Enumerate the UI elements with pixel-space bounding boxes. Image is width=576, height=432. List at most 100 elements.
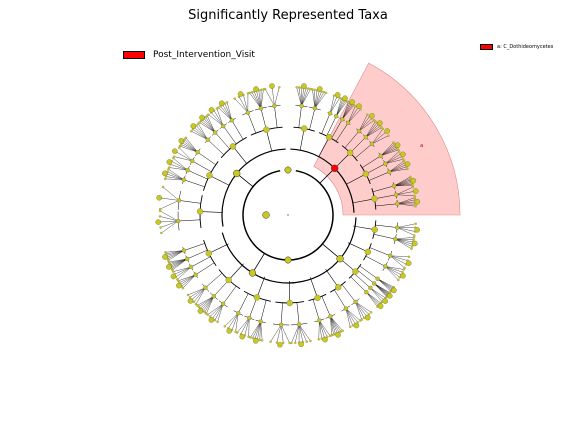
- genus-node: [369, 113, 375, 119]
- class-branch: [322, 243, 341, 260]
- leaf-branch: [161, 220, 179, 234]
- leaf-node: [338, 96, 341, 100]
- genus-node: [412, 240, 418, 247]
- family-node: [387, 169, 392, 175]
- leaf-branch: [394, 179, 412, 187]
- leaf-node: [413, 234, 416, 237]
- leaf-node: [305, 340, 308, 343]
- family-branch: [222, 285, 237, 304]
- genus-node: [322, 336, 328, 343]
- clade-legend: a: C_Dothideomycetes: [480, 44, 553, 50]
- leaf-branch: [259, 321, 261, 340]
- leaf-node: [203, 311, 206, 314]
- genus-node: [199, 114, 205, 121]
- leaf-branch: [370, 287, 386, 299]
- leaf-branch: [198, 123, 208, 140]
- leaf-node: [414, 205, 417, 208]
- order-node: [253, 294, 261, 301]
- leaf-node: [236, 331, 239, 334]
- leaf-branch: [395, 238, 413, 245]
- genus-node: [187, 298, 194, 304]
- leaf-branch: [345, 308, 351, 327]
- family-branch: [354, 143, 373, 159]
- leaf-branch: [200, 120, 216, 133]
- leaf-node: [313, 88, 316, 92]
- family-node: [395, 201, 400, 206]
- genus-node: [377, 303, 384, 309]
- leaf-branch: [385, 151, 400, 164]
- leaf-node: [197, 122, 200, 125]
- highlight-clade-letter: a: [420, 143, 423, 149]
- family-node: [258, 319, 263, 324]
- family-node: [312, 106, 318, 111]
- leaf-branch: [355, 301, 367, 317]
- leaf-branch: [355, 301, 365, 318]
- leaf-node: [369, 311, 373, 314]
- family-branch: [365, 255, 386, 267]
- genus-node: [414, 198, 421, 205]
- family-branch: [334, 289, 347, 309]
- class-branch: [252, 253, 265, 274]
- leaf-node: [397, 278, 400, 282]
- leaf-node: [188, 296, 192, 299]
- family-node: [195, 150, 200, 155]
- genus-node: [334, 92, 341, 98]
- leaf-branch: [319, 320, 322, 339]
- family-branch: [335, 122, 349, 142]
- genus-node: [208, 107, 215, 113]
- leaf-node: [392, 141, 395, 144]
- order-branch: [347, 242, 369, 253]
- family-branch: [372, 185, 395, 192]
- leaf-node: [309, 87, 312, 91]
- family-branch: [178, 219, 201, 222]
- family-node: [317, 318, 322, 323]
- family-node: [176, 218, 181, 224]
- leaf-branch: [169, 167, 188, 171]
- leaf-node: [186, 293, 190, 297]
- leaf-branch: [160, 220, 179, 223]
- family-node: [279, 322, 284, 327]
- leaf-node: [251, 336, 254, 340]
- genus-node: [176, 282, 182, 289]
- leaf-node: [213, 318, 217, 322]
- genus-node: [197, 308, 204, 314]
- leaf-branch: [395, 238, 413, 247]
- family-node: [205, 137, 210, 142]
- leaf-node: [177, 279, 180, 283]
- leaf-branch: [216, 108, 224, 127]
- family-branch: [369, 247, 391, 256]
- family-node: [272, 103, 277, 108]
- family-branch: [368, 171, 390, 181]
- leaf-node: [332, 94, 336, 97]
- leaf-branch: [167, 250, 184, 258]
- family-node: [345, 120, 351, 126]
- leaf-branch: [178, 274, 196, 282]
- leaf-branch: [365, 125, 381, 138]
- leaf-branch: [342, 103, 352, 120]
- leaf-node: [275, 341, 279, 344]
- genus-node: [178, 138, 185, 144]
- family-node: [236, 310, 241, 316]
- leaf-branch: [393, 176, 411, 187]
- leaf-branch: [394, 182, 412, 187]
- leaf-node: [269, 340, 272, 344]
- leaf-branch: [182, 142, 198, 153]
- family-node: [220, 301, 226, 307]
- order-node: [371, 195, 378, 202]
- leaf-node: [233, 97, 236, 100]
- leaf-branch: [329, 95, 335, 114]
- leaf-branch: [389, 168, 408, 173]
- leaf-branch: [168, 258, 188, 263]
- root-point: [287, 214, 289, 216]
- family-branch: [350, 137, 366, 153]
- family-branch: [280, 302, 283, 325]
- family-branch: [359, 265, 378, 279]
- leaf-node: [184, 136, 188, 139]
- leaf-branch: [250, 321, 261, 338]
- order-branch: [256, 276, 266, 298]
- family-branch: [350, 276, 367, 293]
- family-node: [393, 192, 399, 197]
- leaf-branch: [394, 185, 413, 187]
- family-node: [193, 272, 198, 277]
- family-branch: [195, 262, 215, 275]
